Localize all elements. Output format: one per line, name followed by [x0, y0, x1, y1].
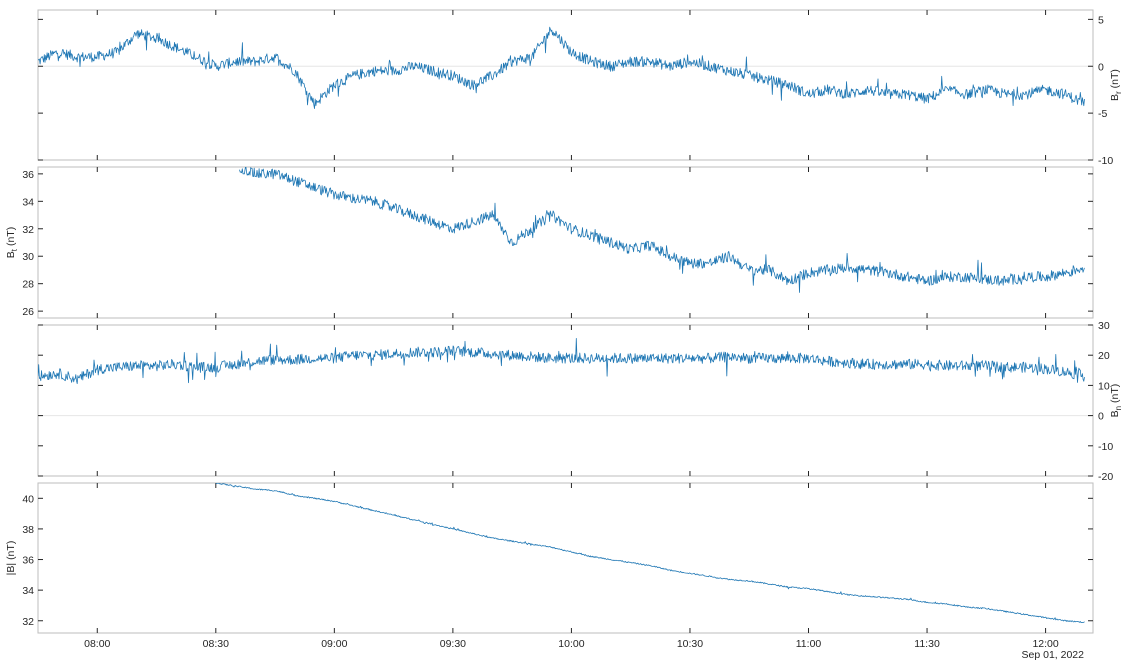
- panel-1: 26 28 30 32 34 36 Bt (nT): [5, 166, 1094, 319]
- y-axis-label-sub: t: [10, 248, 19, 251]
- series-line: [38, 337, 1085, 385]
- y-axis-label-unit: (nT): [5, 227, 17, 249]
- y-axis-label-main: B: [5, 251, 17, 258]
- y-tick-label: 30: [1098, 320, 1110, 332]
- y-tick-label: 36: [22, 169, 34, 181]
- axes-frame: [37, 166, 1094, 319]
- axes-frame: [37, 482, 1094, 634]
- x-tick-label: 09:00: [321, 638, 347, 650]
- y-tick-label: 40: [22, 493, 34, 505]
- axes-frame: [37, 324, 1094, 477]
- y-tick-label: 34: [22, 196, 34, 208]
- y-tick-label: -10: [1098, 441, 1113, 453]
- y-tick-label: -20: [1098, 471, 1113, 483]
- y-axis-label-sub: r: [1114, 91, 1123, 94]
- y-axis-label: Bt (nT): [5, 227, 19, 258]
- y-tick-label: 26: [22, 306, 34, 318]
- axes-frame: [37, 9, 1094, 161]
- x-tick-label: 08:00: [84, 638, 110, 650]
- y-tick-label: 30: [22, 251, 34, 263]
- y-axis-label-sub: n: [1114, 406, 1123, 410]
- y-tick-label: 5: [1098, 14, 1104, 26]
- y-axis-label-main: B: [1109, 94, 1121, 101]
- panel-0: -10 -5 0 5 Br (nT): [37, 9, 1123, 167]
- y-axis-label: |B| (nT): [5, 541, 17, 576]
- x-tick-label: 10:30: [677, 638, 703, 650]
- series-line: [239, 167, 1085, 293]
- x-tick-label: 10:00: [558, 638, 584, 650]
- x-tick-label: 09:30: [440, 638, 466, 650]
- x-tick-label: 12:00: [1032, 638, 1058, 650]
- y-tick-label: 0: [1098, 61, 1104, 73]
- y-axis-label-unit: (nT): [1109, 384, 1121, 406]
- y-axis-label-unit: (nT): [1109, 69, 1121, 91]
- series-line: [38, 26, 1085, 109]
- y-axis-label-main: B: [1109, 410, 1121, 417]
- y-tick-label: 36: [22, 555, 34, 567]
- y-axis-label: Bn (nT): [1109, 384, 1123, 418]
- y-tick-label: 34: [22, 585, 34, 597]
- x-axis-date-label: Sep 01, 2022: [1022, 649, 1085, 661]
- x-tick-label: 11:30: [914, 638, 940, 650]
- y-tick-label: 10: [1098, 380, 1110, 392]
- y-tick-label: -5: [1098, 108, 1107, 120]
- y-tick-label: 0: [1098, 411, 1104, 423]
- y-tick-label: 20: [1098, 350, 1110, 362]
- series-line: [215, 483, 1085, 623]
- panel-2: -20 -10 0 10 20 30 Bn (nT): [37, 320, 1123, 483]
- y-tick-label: 32: [22, 224, 34, 236]
- x-tick-label: 08:30: [203, 638, 229, 650]
- y-tick-label: -10: [1098, 155, 1113, 167]
- panel-3: 32 34 36 38 40 |B| (nT): [5, 482, 1094, 634]
- y-tick-label: 38: [22, 524, 34, 536]
- y-tick-label: 28: [22, 279, 34, 291]
- y-tick-label: 32: [22, 616, 34, 628]
- y-axis-label: Br (nT): [1109, 69, 1123, 101]
- x-tick-label: 11:00: [796, 638, 822, 650]
